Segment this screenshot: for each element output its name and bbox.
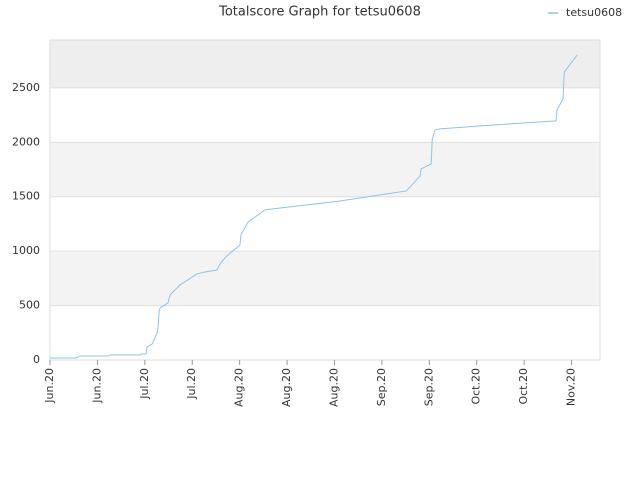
x-tick-label: Sep.20 (375, 368, 388, 406)
plot-border (49, 39, 601, 361)
band (50, 251, 600, 306)
band (50, 305, 600, 360)
y-tick-label: 1000 (12, 244, 40, 257)
x-tick-label: Jun.20 (90, 368, 103, 404)
x-tick-label: Oct.20 (517, 368, 530, 405)
x-tick-label: Oct.20 (470, 368, 483, 405)
x-tick-label: Sep.20 (422, 368, 435, 406)
y-tick-label: 0 (33, 353, 40, 366)
legend-label: tetsu0608 (566, 6, 622, 19)
y-tick-label: 1500 (12, 190, 40, 203)
band (50, 87, 600, 143)
band (50, 196, 600, 252)
x-tick-label: Aug.20 (280, 368, 293, 407)
line (50, 54, 578, 359)
band (50, 40, 600, 88)
x-tick-label: Jun.20 (43, 368, 56, 404)
x-tick-label: Aug.20 (327, 368, 340, 407)
x-tick-label: Nov.20 (565, 368, 578, 406)
y-tick-label: 500 (19, 299, 40, 312)
y-tick-label: 2500 (12, 81, 40, 94)
x-tick-label: Jul.20 (138, 368, 151, 400)
chart-title: Totalscore Graph for tetsu0608 (218, 5, 421, 20)
x-tick-label: Jul.20 (185, 368, 198, 400)
band (50, 142, 600, 197)
x-tick-label: Aug.20 (233, 368, 246, 407)
y-tick-label: 2000 (12, 135, 40, 148)
